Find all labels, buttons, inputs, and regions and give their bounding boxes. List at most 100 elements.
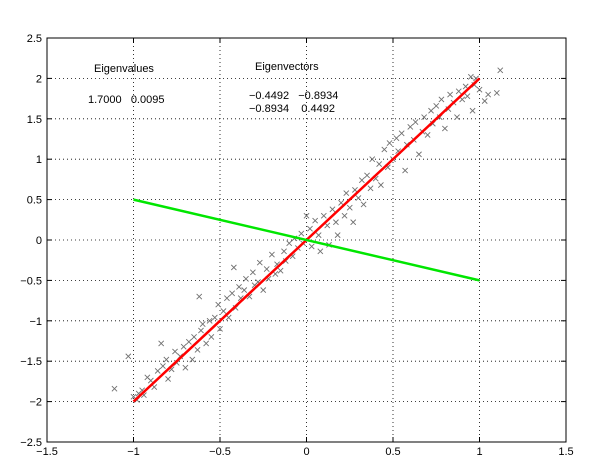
data-point xyxy=(481,98,488,104)
data-point xyxy=(416,151,422,158)
data-point xyxy=(185,338,192,345)
x-tick-label: 1 xyxy=(476,446,482,458)
data-point xyxy=(180,343,187,350)
y-tick-label: 0.5 xyxy=(27,195,42,207)
data-point xyxy=(229,290,236,297)
eigenvectors-row1: −0.4492 −0.8934 xyxy=(249,90,338,102)
data-point xyxy=(158,340,165,347)
y-tick-label: −1.5 xyxy=(20,356,42,368)
data-point xyxy=(485,91,492,98)
data-point xyxy=(332,219,339,226)
data-point xyxy=(211,314,218,321)
data-point xyxy=(320,212,327,219)
data-point xyxy=(268,251,275,258)
data-point xyxy=(172,348,178,355)
data-point xyxy=(215,301,222,308)
data-point xyxy=(386,140,393,146)
data-point xyxy=(381,146,388,153)
data-point xyxy=(206,317,213,324)
data-point xyxy=(163,356,170,363)
y-tick-label: −2 xyxy=(29,397,42,409)
data-point xyxy=(454,114,460,121)
y-tick-label: 1 xyxy=(36,154,42,166)
data-point xyxy=(334,232,341,239)
data-point xyxy=(369,156,376,163)
data-point xyxy=(497,67,504,74)
y-tick-label: 2.5 xyxy=(27,33,42,45)
data-point xyxy=(360,201,367,208)
data-point xyxy=(241,287,248,294)
data-point xyxy=(421,114,428,121)
data-point xyxy=(277,267,284,274)
data-point xyxy=(377,182,384,188)
x-tick-label: −1 xyxy=(127,446,140,458)
data-point xyxy=(224,295,230,302)
x-tick-label: 0 xyxy=(303,446,309,458)
data-point xyxy=(303,212,310,219)
data-point xyxy=(350,219,357,226)
x-tick-label: 0.5 xyxy=(385,446,400,458)
data-point xyxy=(199,321,206,327)
y-tick-label: −0.5 xyxy=(20,275,42,287)
data-point xyxy=(165,376,172,382)
data-point xyxy=(260,287,267,294)
eigenvectors-label: Eigenvectors xyxy=(255,61,319,73)
y-tick-label: −1 xyxy=(29,316,42,328)
data-point xyxy=(286,240,293,247)
data-point xyxy=(249,269,256,276)
data-point xyxy=(433,102,440,109)
data-point xyxy=(263,266,270,273)
data-point xyxy=(196,293,203,300)
data-point xyxy=(298,230,305,237)
data-point xyxy=(346,204,353,211)
data-point xyxy=(191,334,197,340)
data-point xyxy=(455,88,462,95)
data-point xyxy=(441,125,448,132)
data-point xyxy=(182,364,189,371)
data-point xyxy=(358,177,365,184)
data-point xyxy=(125,353,132,360)
data-point xyxy=(208,334,215,340)
data-point xyxy=(424,132,431,138)
y-tick-label: −2.5 xyxy=(20,437,42,449)
data-point xyxy=(317,248,324,255)
y-tick-label: 2 xyxy=(36,73,42,85)
data-point xyxy=(493,90,500,96)
data-point xyxy=(464,93,471,100)
eigenvalues-label: Eigenvalues xyxy=(94,63,154,75)
data-point xyxy=(438,96,445,103)
data-point xyxy=(312,217,319,224)
data-point xyxy=(256,259,263,266)
data-point xyxy=(217,325,223,332)
y-tick-label: 1.5 xyxy=(27,114,42,126)
data-point xyxy=(236,283,242,290)
data-point xyxy=(469,107,476,114)
data-point xyxy=(230,264,237,271)
data-point xyxy=(243,275,249,282)
data-point xyxy=(343,190,350,197)
x-tick-label: 1.5 xyxy=(558,446,573,458)
data-point xyxy=(467,73,474,80)
data-point xyxy=(198,327,204,334)
axis-ticks: −1.5 −1 −0.5 0 0.5 1 1.5 −2.5 −2 −1.5 −1 −0.5 0 0.5 1 1… xyxy=(20,33,573,458)
eigenvector-lines xyxy=(132,77,481,403)
eigenvectors-row2: −0.8934 0.4492 xyxy=(249,103,335,115)
data-point xyxy=(281,248,287,255)
y-tick-label: 0 xyxy=(36,235,42,247)
data-point xyxy=(412,119,419,125)
data-point xyxy=(194,346,201,353)
data-point xyxy=(402,167,409,174)
data-point xyxy=(407,123,414,130)
eigenvalues-values: 1.7000 0.0095 xyxy=(88,94,164,106)
data-point xyxy=(447,91,454,98)
secondary-eigenvector-line xyxy=(133,198,480,282)
data-point xyxy=(189,356,196,363)
x-tick-label: −1.5 xyxy=(36,446,58,458)
data-point xyxy=(220,308,227,315)
data-point xyxy=(111,385,118,392)
data-point xyxy=(367,185,374,192)
data-point xyxy=(364,172,370,179)
data-point xyxy=(203,340,210,347)
data-point xyxy=(428,107,434,114)
